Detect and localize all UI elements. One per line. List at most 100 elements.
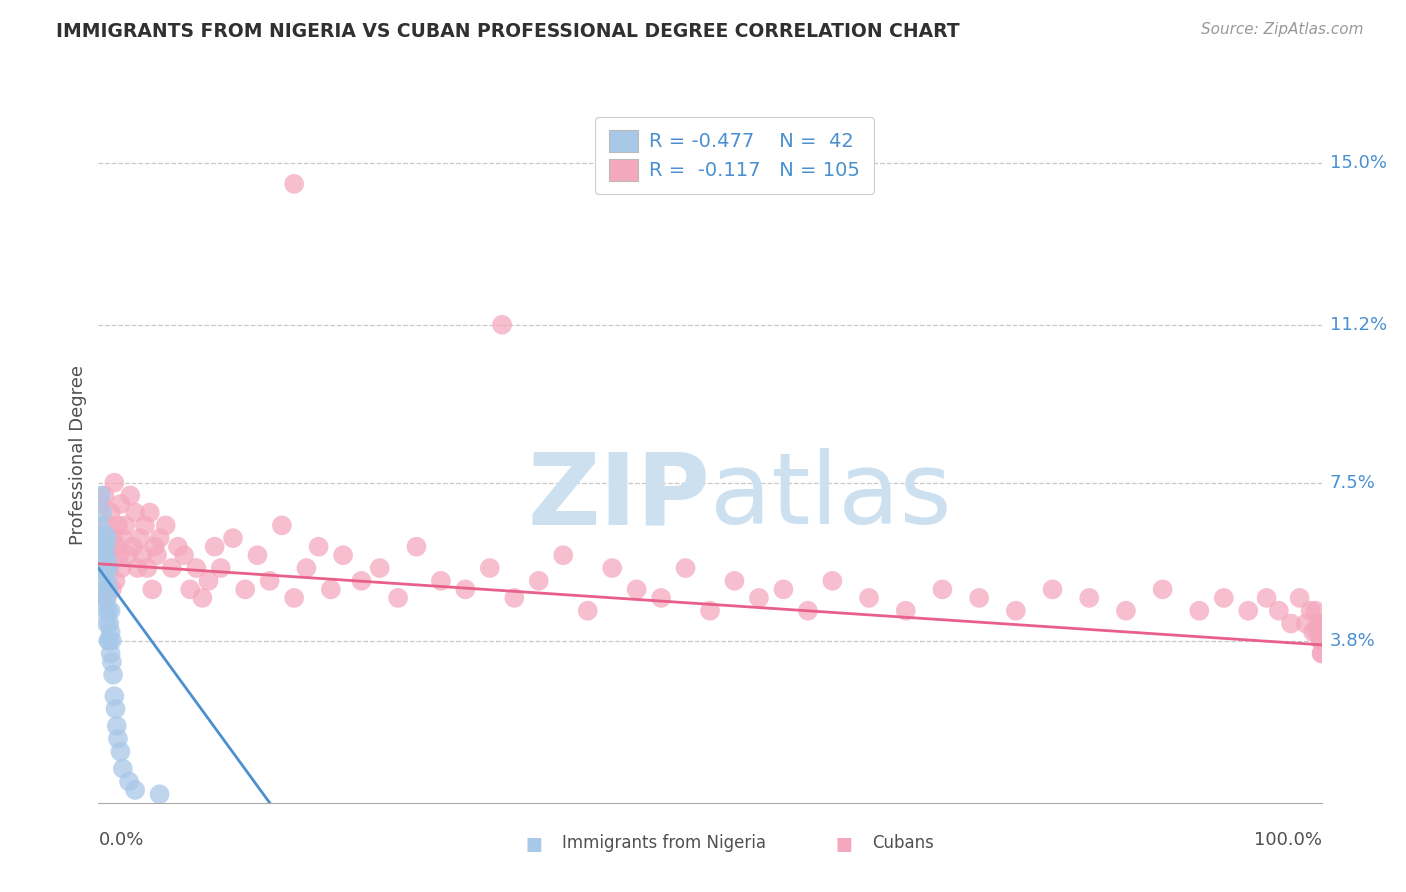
Point [1299,604,1322,618]
Point [748,591,770,605]
Point [91,574,114,588]
Point [98,633,121,648]
Point [101,531,124,545]
Point [97,633,120,648]
Point [772,582,794,597]
Point [96,518,118,533]
Point [368,561,391,575]
Point [576,604,599,618]
Point [858,591,880,605]
Point [97,548,120,562]
Point [105,540,128,554]
Point [491,318,513,332]
Text: 7.5%: 7.5% [1330,474,1376,491]
Point [1004,604,1026,618]
Point [143,540,166,554]
Point [94,591,117,605]
Point [90,488,112,502]
Text: Immigrants from Nigeria: Immigrants from Nigeria [562,834,766,852]
Point [204,540,226,554]
Text: 3.8%: 3.8% [1330,632,1375,649]
Point [91,531,114,545]
Point [723,574,745,588]
Point [1305,604,1327,618]
Point [931,582,953,597]
Y-axis label: Professional Degree: Professional Degree [69,365,87,545]
Point [1152,582,1174,597]
Point [110,497,132,511]
Point [107,518,129,533]
Point [100,647,122,661]
Point [117,548,139,562]
Point [136,561,159,575]
Point [104,702,127,716]
Point [93,591,115,605]
Point [96,616,118,631]
Point [283,177,305,191]
Point [1309,616,1331,631]
Point [1309,633,1331,648]
Point [98,561,121,575]
Point [98,616,121,631]
Text: ▪: ▪ [524,829,544,857]
Point [111,531,134,545]
Point [295,561,318,575]
Point [197,574,219,588]
Point [110,745,132,759]
Point [1268,604,1291,618]
Point [797,604,820,618]
Text: atlas: atlas [710,448,952,545]
Point [124,783,146,797]
Point [100,604,122,618]
Point [111,762,134,776]
Point [139,506,162,520]
Point [1310,625,1333,640]
Point [93,488,115,502]
Point [93,548,115,562]
Text: IMMIGRANTS FROM NIGERIA VS CUBAN PROFESSIONAL DEGREE CORRELATION CHART: IMMIGRANTS FROM NIGERIA VS CUBAN PROFESS… [56,22,960,41]
Point [1288,591,1310,605]
Point [120,488,142,502]
Point [233,582,256,597]
Point [650,591,672,605]
Point [89,518,111,533]
Point [1302,625,1324,640]
Point [222,531,245,545]
Point [1306,616,1329,631]
Point [259,574,281,588]
Point [90,548,112,562]
Point [91,540,114,554]
Point [1310,633,1333,648]
Point [124,506,146,520]
Point [105,719,128,733]
Point [350,574,373,588]
Point [1212,591,1234,605]
Point [111,561,134,575]
Point [96,574,118,588]
Point [821,574,844,588]
Point [94,604,117,618]
Point [91,561,114,575]
Point [270,518,294,533]
Point [430,574,453,588]
Point [626,582,648,597]
Point [94,540,117,554]
Point [103,689,125,703]
Point [167,540,190,554]
Text: Cubans: Cubans [872,834,934,852]
Point [141,582,163,597]
Text: 100.0%: 100.0% [1254,830,1322,848]
Point [100,506,122,520]
Point [96,531,118,545]
Point [100,625,122,640]
Point [91,506,114,520]
Point [96,552,118,566]
Point [1310,647,1333,661]
Point [101,633,124,648]
Point [600,561,623,575]
Point [108,548,131,562]
Point [186,561,208,575]
Point [503,591,526,605]
Point [1237,604,1260,618]
Point [1310,647,1333,661]
